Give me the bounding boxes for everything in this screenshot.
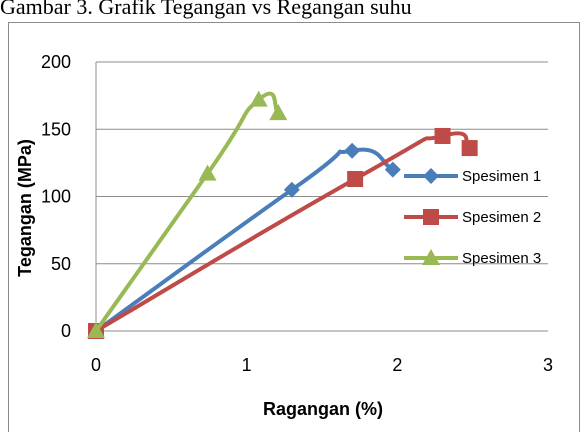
y-tick-label: 200 [41, 52, 71, 72]
y-axis-title: Tegangan (MPa) [15, 139, 35, 277]
series-2 [88, 127, 478, 339]
chart-area: 0 50 100 150 200 0 1 2 3 Spesimen 1 Spesimen 2 Spe… [8, 22, 580, 432]
legend-triangle-icon [422, 249, 440, 265]
series-line [94, 131, 471, 333]
square-point [461, 140, 478, 157]
series-line [94, 147, 394, 333]
series-3 [87, 90, 288, 338]
square-point [347, 171, 364, 188]
x-tick-label: 1 [242, 355, 252, 375]
legend: Spesimen 1 Spesimen 2 Spesimen 3 [404, 168, 541, 267]
triangle-point [249, 90, 268, 107]
square-point [434, 127, 451, 144]
diamond-point [344, 142, 361, 159]
triangle-point [198, 164, 217, 181]
y-tick-label: 100 [41, 187, 71, 207]
y-tick-label: 50 [51, 254, 71, 274]
legend-diamond-icon [423, 168, 439, 184]
diamond-point [283, 181, 300, 198]
figure-caption: Gambar 3. Grafik Tegangan vs Regangan su… [0, 0, 412, 19]
x-tick-label: 3 [543, 355, 553, 375]
diamond-point [384, 161, 401, 178]
x-tick-label: 0 [91, 355, 101, 375]
series-line [94, 91, 280, 333]
y-tick-label: 0 [61, 321, 71, 341]
triangle-point [87, 322, 105, 338]
legend-entry-1: Spesimen 1 [404, 168, 541, 185]
legend-label: Spesimen 3 [462, 250, 541, 267]
legend-label: Spesimen 2 [462, 209, 541, 226]
legend-label: Spesimen 1 [462, 168, 541, 185]
legend-square-icon [423, 209, 439, 225]
axis-ticks: 0 50 100 150 200 0 1 2 3 [41, 52, 553, 375]
series-layer [87, 90, 478, 339]
legend-entry-3: Spesimen 3 [404, 249, 541, 267]
x-tick-label: 2 [392, 355, 402, 375]
x-axis-title: Ragangan (%) [263, 399, 383, 419]
legend-entry-2: Spesimen 2 [404, 209, 541, 226]
y-tick-label: 150 [41, 119, 71, 139]
triangle-point [269, 104, 288, 121]
